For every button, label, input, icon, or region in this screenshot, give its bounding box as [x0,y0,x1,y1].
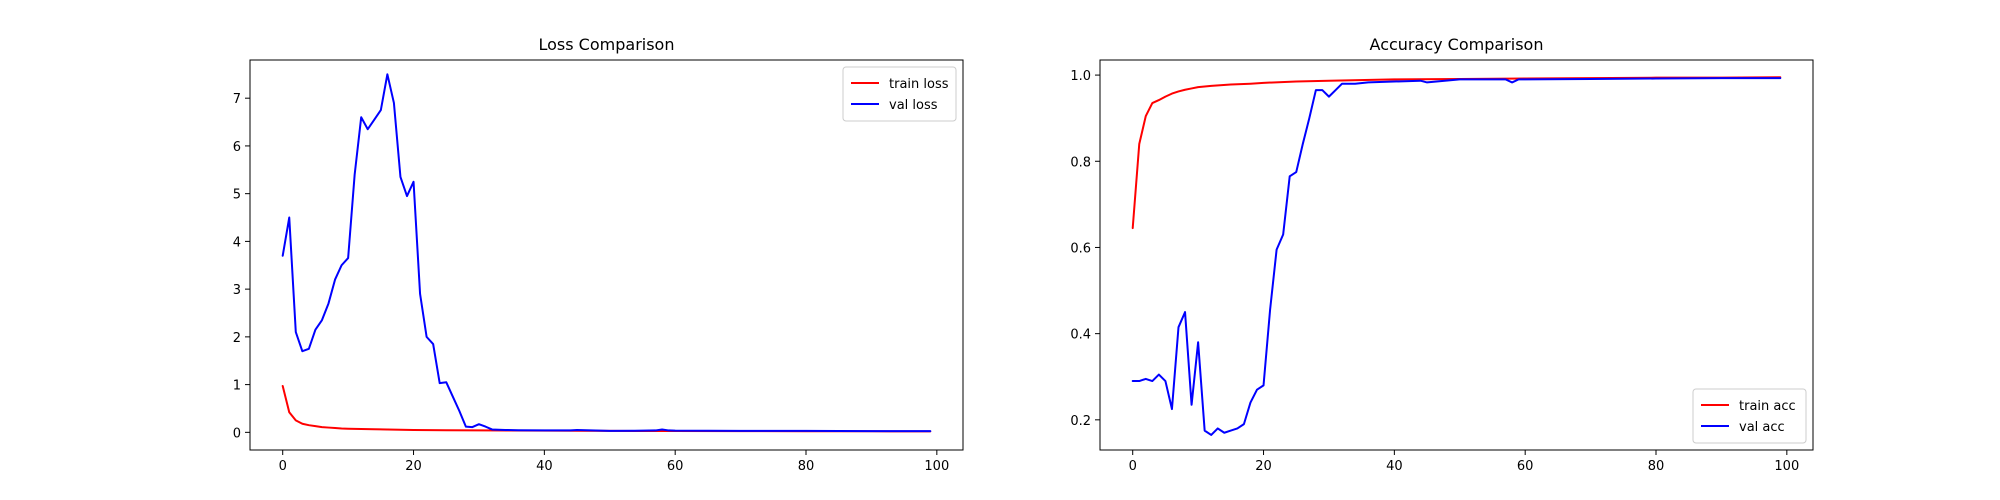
accuracy-comparison-chart: Accuracy Comparison 0 20 40 60 80 100 0.2 0.4 0.6… [1070,35,1814,474]
x-tick-label: 80 [798,459,815,474]
x-tick-label: 40 [1386,459,1403,474]
y-tick-label: 2 [233,331,241,346]
x-tick-label: 20 [405,459,422,474]
legend-label-train-acc: train acc [1739,399,1796,414]
y-tick-label: 4 [233,235,241,250]
y-tick-label: 0.8 [1070,155,1091,170]
y-tick-label: 0.4 [1070,328,1091,343]
loss-comparison-chart: Loss Comparison 0 20 40 60 80 100 0 1 2 3 4 5 6 7 train… [233,35,964,474]
legend: train loss val loss [842,66,957,122]
x-tick-label: 60 [667,459,684,474]
val-acc-line [1131,77,1782,436]
train-loss-line [281,385,932,433]
legend-frame [1692,388,1807,444]
train-acc-line [1131,76,1782,230]
x-tick-label: 80 [1648,459,1665,474]
y-tick-label: 0.6 [1070,241,1091,256]
y-tick-label: 0 [233,426,241,441]
legend-label-val-loss: val loss [889,98,938,113]
legend: train acc val acc [1692,388,1807,444]
legend-label-val-acc: val acc [1739,420,1785,435]
legend-label-train-loss: train loss [889,77,949,92]
x-tick-label: 0 [1129,459,1137,474]
axes-frame [249,59,964,451]
y-tick-label: 3 [233,283,241,298]
axes-frame [1099,59,1814,451]
y-tick-label: 5 [233,188,241,203]
x-tick-label: 60 [1517,459,1534,474]
x-tick-label: 20 [1255,459,1272,474]
y-tick-label: 7 [233,92,241,107]
y-tick-label: 1 [233,379,241,394]
y-tick-label: 6 [233,140,241,155]
x-tick-label: 0 [279,459,287,474]
x-tick-label: 40 [536,459,553,474]
val-loss-line [281,73,932,433]
chart-title: Accuracy Comparison [1370,35,1544,54]
chart-title: Loss Comparison [539,35,675,54]
x-tick-label: 100 [924,459,949,474]
legend-frame [842,66,957,122]
x-tick-label: 100 [1774,459,1799,474]
y-tick-label: 1.0 [1070,69,1091,84]
y-tick-label: 0.2 [1070,414,1091,429]
